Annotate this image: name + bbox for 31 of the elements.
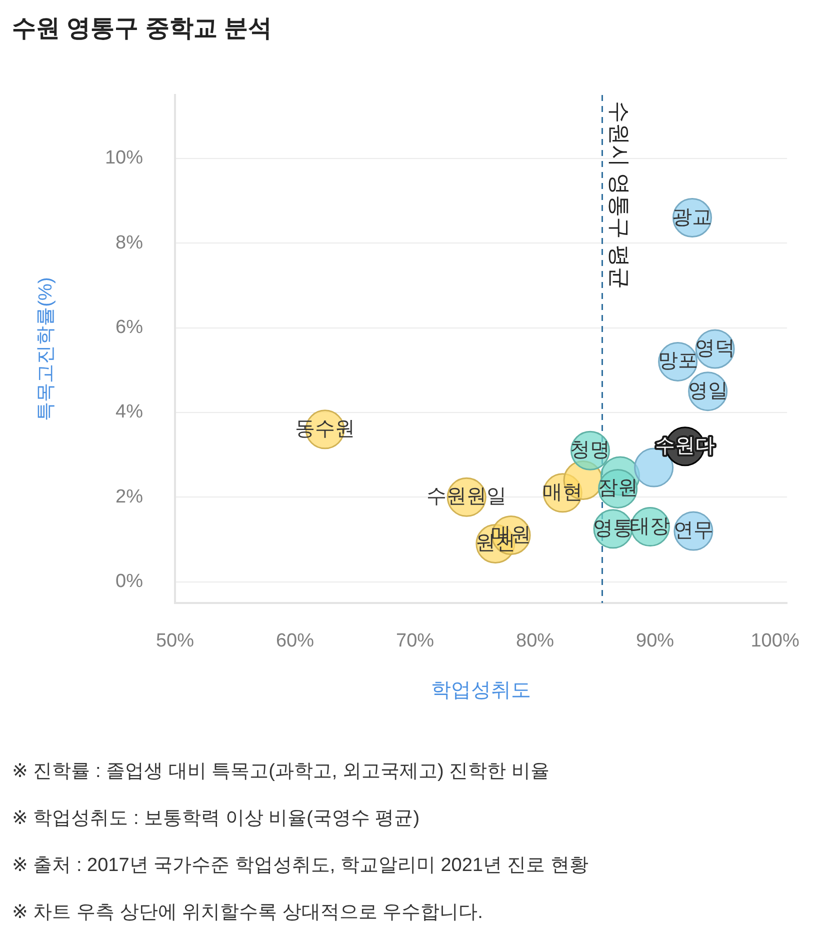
annotation: 수원원일: [426, 486, 507, 508]
annotation: 잠원: [598, 477, 638, 500]
y-tick-label: 4%: [116, 402, 144, 423]
y-tick-label: 8%: [116, 232, 144, 254]
text: ※ 차트 우측 상단에 위치할수록 상대적으로 우수합니다.: [12, 901, 484, 925]
y-axis-title: 특목고진학률(%): [36, 277, 57, 421]
annotation: 동수원: [295, 418, 356, 440]
x-tick-label: 60%: [276, 630, 314, 652]
y-tick-label: 10%: [104, 148, 144, 169]
annotation: 광교: [672, 206, 712, 228]
x-tick-label: 70%: [396, 630, 434, 652]
y-tick-label: 0%: [116, 571, 144, 592]
x-tick-label: 80%: [516, 630, 554, 652]
ref-line-label: 수원시 영통구 평균: [607, 101, 632, 290]
annotation: 연무: [673, 520, 714, 542]
annotation: 청명: [570, 439, 610, 462]
annotation: 영일: [688, 380, 728, 402]
x-tick-label: 90%: [636, 630, 674, 652]
annotation: 매현: [542, 481, 583, 504]
text: ※ 진학률 : 졸업생 대비 특목고(과학고, 외고국제고) 진학한 비율: [12, 760, 550, 784]
y-tick-label: 2%: [116, 486, 144, 508]
x-tick-label: 50%: [156, 630, 194, 652]
annotation: 태장: [630, 515, 670, 538]
annotation: 망포: [658, 350, 698, 372]
y-tick-label: 6%: [116, 317, 144, 338]
chart-title: 수원 영통구 중학교 분석: [12, 14, 272, 44]
x-tick-label: 100%: [750, 630, 800, 652]
text: ※ 출처 : 2017년 국가수준 학업성취도, 학교알리미 2021년 진로 현황: [12, 854, 589, 878]
annotation: 영덕: [695, 338, 736, 360]
x-axis-title: 학업성취도: [431, 680, 532, 702]
text: ※ 학업성취도 : 보통학력 이상 비율(국영수 평균): [12, 807, 421, 831]
